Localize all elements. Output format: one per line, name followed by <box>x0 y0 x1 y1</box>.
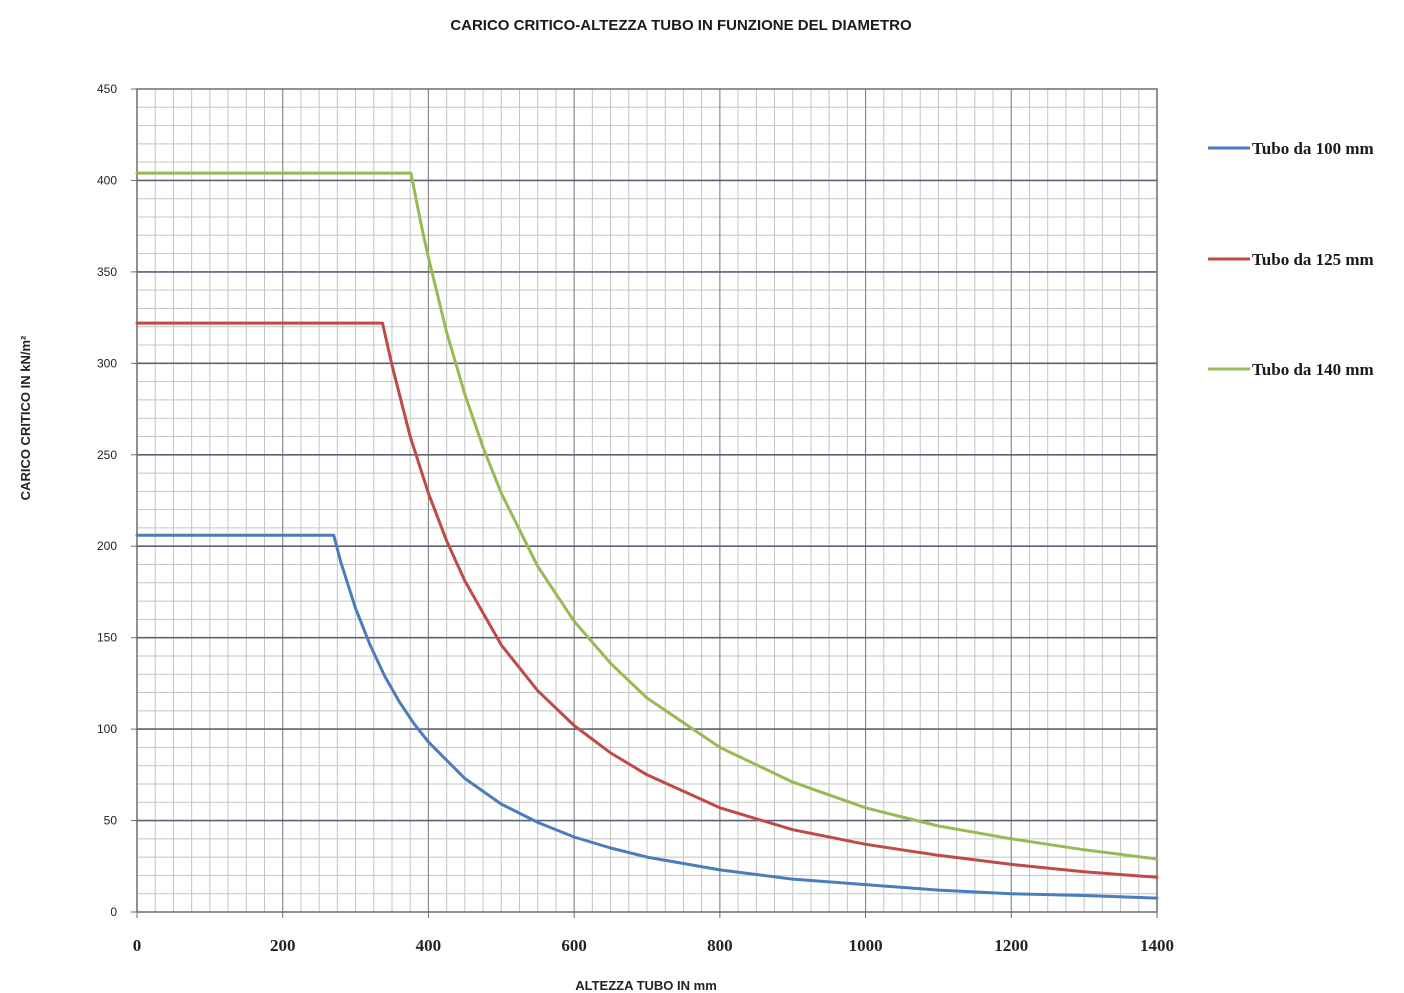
plot-area-border <box>136 88 1158 913</box>
y-tick-label: 50 <box>104 814 118 828</box>
series-line-3 <box>135 171 1159 861</box>
series-line-1 <box>135 533 1159 900</box>
y-tick-label: 100 <box>97 722 117 736</box>
x-axis-ticks: 0 200 400 600 800 1000 1200 1400 <box>133 912 1174 955</box>
legend: Tubo da 100 mm Tubo da 125 mm Tubo da 140 … <box>1208 139 1374 379</box>
x-tick-label: 600 <box>561 936 587 955</box>
x-tick-label: 800 <box>707 936 733 955</box>
series-lines <box>135 171 1159 900</box>
x-tick-label: 1000 <box>849 936 883 955</box>
chart-title: CARICO CRITICO-ALTEZZA TUBO IN FUNZIONE … <box>450 17 912 34</box>
y-tick-label: 0 <box>110 905 117 919</box>
x-axis-label: ALTEZZA TUBO IN mm <box>575 978 717 993</box>
legend-label-2: Tubo da 125 mm <box>1252 250 1374 269</box>
y-tick-label: 350 <box>97 265 117 279</box>
x-tick-label: 1200 <box>994 936 1028 955</box>
x-tick-label: 200 <box>270 936 296 955</box>
grid-minor <box>137 89 1157 912</box>
y-axis-label: CARICO CRITICO IN kN/m² <box>18 335 33 500</box>
y-tick-label: 450 <box>97 82 117 96</box>
y-axis-ticks: 0 50 100 150 200 250 300 350 400 450 <box>97 82 137 919</box>
x-tick-label: 0 <box>133 936 142 955</box>
grid-major <box>137 89 1157 912</box>
legend-label-1: Tubo da 100 mm <box>1252 139 1374 158</box>
series-line-2 <box>135 321 1159 879</box>
y-tick-label: 300 <box>97 356 117 370</box>
y-tick-label: 250 <box>97 448 117 462</box>
x-tick-label: 1400 <box>1140 936 1174 955</box>
y-tick-label: 400 <box>97 173 117 187</box>
y-tick-label: 150 <box>97 631 117 645</box>
legend-label-3: Tubo da 140 mm <box>1252 360 1374 379</box>
y-tick-label: 200 <box>97 539 117 553</box>
x-tick-label: 400 <box>416 936 442 955</box>
